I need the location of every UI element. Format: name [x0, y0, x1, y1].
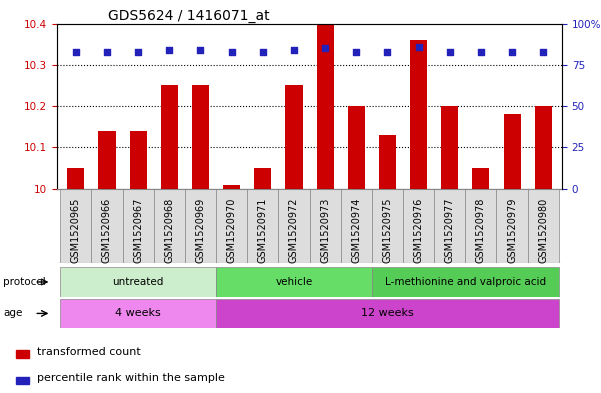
Bar [216, 299, 559, 328]
Bar [16, 351, 29, 358]
Bar [247, 189, 278, 263]
Bar [60, 299, 216, 328]
Text: transformed count: transformed count [37, 347, 141, 356]
Bar [123, 189, 154, 263]
Text: untreated: untreated [112, 277, 164, 287]
Bar [403, 189, 434, 263]
Bar [60, 267, 216, 297]
Point [383, 48, 392, 55]
Point [320, 45, 330, 51]
Bar [372, 189, 403, 263]
Bar [223, 184, 240, 189]
Text: percentile rank within the sample: percentile rank within the sample [37, 373, 225, 383]
Point [352, 48, 361, 55]
Point [133, 48, 143, 55]
Text: GSM1520978: GSM1520978 [476, 198, 486, 263]
Point [413, 44, 423, 50]
Bar [60, 189, 91, 263]
Bar [254, 168, 271, 189]
Text: GSM1520970: GSM1520970 [227, 198, 237, 263]
Point [102, 48, 112, 55]
Bar [410, 40, 427, 189]
Text: GSM1520980: GSM1520980 [538, 198, 548, 263]
Bar [372, 267, 559, 297]
Bar [535, 106, 552, 189]
Bar [192, 86, 209, 189]
Bar [99, 131, 115, 189]
Text: GDS5624 / 1416071_at: GDS5624 / 1416071_at [108, 9, 269, 22]
Text: vehicle: vehicle [275, 277, 313, 287]
Text: L-methionine and valproic acid: L-methionine and valproic acid [385, 277, 546, 287]
Text: GSM1520968: GSM1520968 [164, 198, 174, 263]
Text: GSM1520973: GSM1520973 [320, 198, 330, 263]
Bar [67, 168, 84, 189]
Bar [434, 189, 465, 263]
Text: 12 weeks: 12 weeks [361, 309, 414, 318]
Bar [285, 86, 302, 189]
Bar [310, 189, 341, 263]
Bar [278, 189, 310, 263]
Bar [91, 189, 123, 263]
Text: GSM1520966: GSM1520966 [102, 198, 112, 263]
Bar [16, 376, 29, 384]
Text: GSM1520977: GSM1520977 [445, 198, 455, 263]
Point [445, 48, 454, 55]
Bar [185, 189, 216, 263]
Bar [528, 189, 559, 263]
Bar [160, 86, 178, 189]
Text: GSM1520965: GSM1520965 [71, 198, 81, 263]
Bar [216, 189, 247, 263]
Text: 4 weeks: 4 weeks [115, 309, 161, 318]
Bar [379, 135, 396, 189]
Bar [348, 106, 365, 189]
Bar [130, 131, 147, 189]
Bar [496, 189, 528, 263]
Text: GSM1520975: GSM1520975 [382, 198, 392, 263]
Text: GSM1520972: GSM1520972 [289, 198, 299, 263]
Text: age: age [3, 309, 22, 318]
Point [476, 48, 486, 55]
Bar [341, 189, 372, 263]
Point [538, 48, 548, 55]
Text: GSM1520974: GSM1520974 [351, 198, 361, 263]
Bar [216, 267, 372, 297]
Point [165, 47, 174, 53]
Point [196, 47, 206, 53]
Point [289, 47, 299, 53]
Text: GSM1520971: GSM1520971 [258, 198, 268, 263]
Point [227, 48, 236, 55]
Text: GSM1520969: GSM1520969 [195, 198, 206, 263]
Bar [472, 168, 489, 189]
Text: GSM1520976: GSM1520976 [413, 198, 424, 263]
Point [71, 48, 81, 55]
Bar [504, 114, 520, 189]
Bar [317, 24, 334, 189]
Bar [154, 189, 185, 263]
Text: GSM1520967: GSM1520967 [133, 198, 143, 263]
Text: protocol: protocol [3, 277, 46, 287]
Text: GSM1520979: GSM1520979 [507, 198, 517, 263]
Bar [465, 189, 496, 263]
Point [258, 48, 267, 55]
Point [507, 48, 517, 55]
Bar [441, 106, 459, 189]
